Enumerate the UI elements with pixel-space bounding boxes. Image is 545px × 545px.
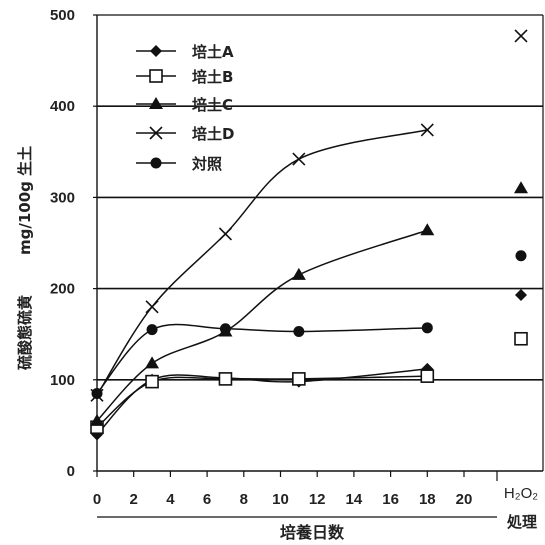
- point-培土C-18: [420, 223, 435, 236]
- x-tick-label-20: 20: [456, 491, 473, 508]
- series-対照: [91, 250, 527, 399]
- x-tick-label-6: 6: [203, 491, 211, 508]
- h2o2-point-培土A: [515, 288, 527, 301]
- series-培土D: [90, 29, 528, 402]
- h2o2-point-対照: [515, 250, 527, 262]
- x-tick-label-14: 14: [346, 491, 363, 508]
- y-tick-label-400: 400: [50, 98, 75, 115]
- legend-label-培土B: 培土B: [192, 68, 233, 86]
- point-培土B-11: [292, 372, 306, 386]
- point-対照-3: [146, 324, 158, 336]
- point-培土C-3: [145, 356, 160, 369]
- y-axis-title-main: 硫酸態硫黄: [16, 295, 34, 370]
- y-tick-label-500: 500: [50, 7, 75, 24]
- y-tick-label-0: 0: [67, 463, 75, 480]
- point-培土D-11: [292, 152, 306, 166]
- h2o2-point-培土C: [514, 181, 528, 194]
- point-対照-18: [421, 322, 433, 334]
- point-培土B-18: [420, 369, 435, 383]
- series-培土B: [90, 331, 528, 435]
- x-axis-title: 培養日数: [280, 523, 345, 542]
- point-対照-11: [293, 325, 305, 337]
- h2o2-point-培土B: [514, 331, 528, 346]
- axes: 0 100 200 300 400 500 0 2 4 6 8 10 12 14 16 18 20: [50, 7, 544, 518]
- h2o2-label: H₂O₂: [504, 485, 538, 502]
- x-tick-label-16: 16: [382, 491, 399, 508]
- y-tick-label-200: 200: [50, 281, 75, 298]
- point-培土D-3: [145, 300, 159, 314]
- legend-marker-培土B: [149, 69, 163, 83]
- h2o2-point-培土D: [514, 29, 528, 43]
- legend: 培土A 培土B 培土C 培土D 対照: [136, 43, 234, 173]
- point-培土C-11: [291, 267, 306, 280]
- x-tick-label-4: 4: [166, 491, 175, 508]
- series-layer: [90, 29, 528, 441]
- point-対照-7: [219, 323, 231, 335]
- x-tick-label-10: 10: [272, 491, 289, 508]
- series-line-培土D: [96, 129, 428, 396]
- point-培土B-7: [218, 372, 233, 386]
- y-tick-label-100: 100: [50, 372, 75, 389]
- h2o2-label-process: 処理: [506, 513, 537, 531]
- point-培土B-3: [145, 374, 159, 389]
- x-tick-label-8: 8: [240, 491, 248, 508]
- legend-marker-培土A: [150, 45, 162, 57]
- x-tick-label-12: 12: [309, 491, 326, 508]
- legend-label-培土C: 培土C: [192, 96, 233, 114]
- legend-marker-培土D: [149, 126, 163, 140]
- legend-label-培土D: 培土D: [192, 125, 234, 143]
- point-培土D-7: [218, 227, 233, 241]
- legend-marker-対照: [150, 157, 162, 169]
- series-line-培土C: [96, 229, 428, 422]
- x-tick-label-2: 2: [130, 491, 138, 508]
- legend-marker-培土C: [149, 97, 163, 109]
- x-tick-label-18: 18: [419, 491, 436, 508]
- point-培土D-18: [420, 123, 434, 137]
- y-axis-title-unit: mg/100g 生土: [16, 146, 34, 255]
- x-tick-label-0: 0: [93, 491, 101, 508]
- point-対照-0: [91, 387, 103, 399]
- y-tick-label-300: 300: [50, 189, 75, 206]
- legend-label-対照: 対照: [191, 155, 222, 173]
- point-培土C-0: [90, 413, 104, 426]
- gridlines: [97, 105, 543, 381]
- legend-label-培土A: 培土A: [192, 43, 234, 61]
